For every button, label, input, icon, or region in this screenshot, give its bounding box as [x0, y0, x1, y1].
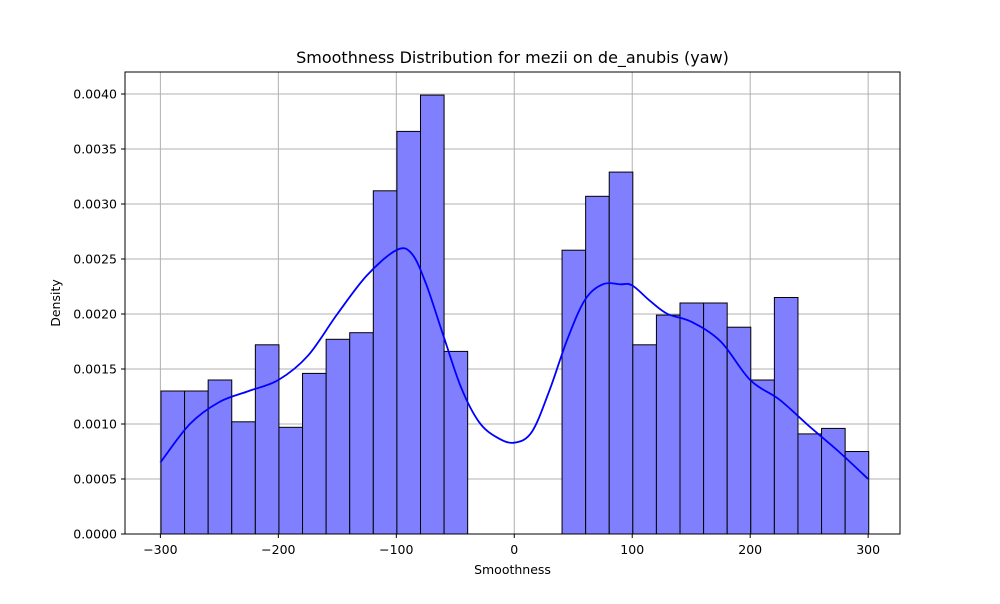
histogram-bar — [773, 297, 799, 535]
histogram-bar — [655, 314, 681, 535]
x-tick-label: −200 — [261, 542, 295, 557]
y-tick-label: 0.0030 — [73, 197, 117, 212]
x-tick-label: 0 — [510, 542, 518, 557]
histogram-bar — [231, 421, 256, 535]
histogram-bar — [372, 190, 398, 535]
histogram-bar — [396, 130, 421, 535]
histogram-bar — [160, 390, 186, 535]
y-tick-label: 0.0040 — [73, 87, 117, 102]
y-axis-label: Density — [48, 279, 63, 327]
histogram-bar — [325, 338, 351, 535]
y-axis-ticks: 0.0000 0.0005 0.0010 0.0015 0.0020 0.0025 0.00… — [73, 87, 125, 542]
histogram-bar — [302, 372, 327, 535]
y-tick-label: 0.0010 — [73, 417, 117, 432]
x-axis-ticks: −300 −200 −100 0 100 200 300 — [143, 534, 880, 557]
histogram-bar — [844, 451, 870, 535]
y-tick-label: 0.0025 — [73, 252, 117, 267]
histogram-bar — [750, 379, 775, 535]
kde-curve-layer — [159, 247, 869, 480]
y-tick-label: 0.0005 — [73, 472, 117, 487]
histogram-bars — [160, 94, 870, 535]
histogram-bar — [254, 344, 280, 535]
x-axis-label: Smoothness — [474, 562, 551, 577]
histogram-bar — [585, 195, 610, 535]
chart-title: Smoothness Distribution for mezii on de_… — [296, 48, 729, 68]
y-tick-label: 0.0015 — [73, 362, 117, 377]
kde-curve — [159, 247, 869, 480]
histogram-bar — [632, 344, 657, 535]
x-tick-label: 300 — [856, 542, 880, 557]
y-tick-label: 0.0000 — [73, 527, 117, 542]
histogram-bar — [561, 249, 587, 535]
x-tick-label: 200 — [738, 542, 762, 557]
x-tick-label: −300 — [143, 542, 177, 557]
histogram-bar — [278, 426, 304, 535]
histogram-bar — [797, 433, 823, 535]
histogram-bar — [726, 326, 752, 535]
x-tick-label: −100 — [379, 542, 413, 557]
histogram-bar — [821, 427, 846, 535]
histogram-bar — [679, 302, 705, 535]
plot-frame — [124, 71, 901, 535]
histogram-bar — [349, 332, 374, 535]
histogram-bar — [608, 171, 634, 535]
histogram-bar — [443, 350, 469, 535]
histogram-bar — [419, 94, 445, 535]
histogram-bar — [207, 379, 233, 535]
y-tick-label: 0.0035 — [73, 142, 117, 157]
x-tick-label: 100 — [620, 542, 644, 557]
y-tick-label: 0.0020 — [73, 307, 117, 322]
